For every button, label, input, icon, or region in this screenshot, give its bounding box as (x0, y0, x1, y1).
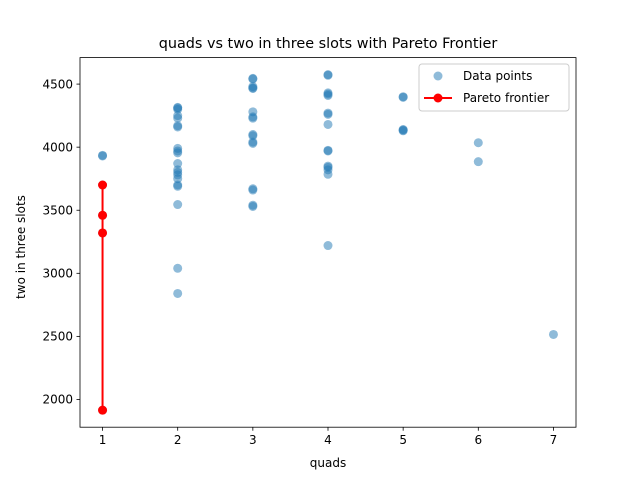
data-point (173, 200, 183, 210)
data-point (323, 70, 333, 80)
plot-area: 1 2 3 4 5 6 7 2000 2500 3000 3500 4000 4500 (42, 57, 577, 447)
y-tick-label: 2000 (42, 393, 73, 407)
data-point (173, 148, 183, 158)
y-tick-label: 2500 (42, 330, 73, 344)
x-tick-label: 6 (474, 433, 482, 447)
x-tick-label: 3 (249, 433, 257, 447)
y-tick-label: 4000 (42, 140, 73, 154)
y-tick-label: 3000 (42, 267, 73, 281)
data-point (323, 119, 333, 129)
data-point (173, 288, 183, 298)
data-point (173, 174, 183, 184)
data-point (323, 146, 333, 156)
y-tick-label: 3500 (42, 204, 73, 218)
x-tick-label: 2 (174, 433, 182, 447)
x-tick-label: 1 (99, 433, 107, 447)
data-point (248, 113, 258, 123)
data-point (173, 113, 183, 123)
data-point (473, 138, 483, 148)
data-point (323, 90, 333, 100)
data-point (173, 263, 183, 273)
x-tick-label: 4 (324, 433, 332, 447)
data-point (548, 329, 558, 339)
y-axis-label: two in three slots (14, 195, 28, 299)
y-tick-label: 4500 (42, 77, 73, 91)
x-axis-label: quads (310, 456, 346, 470)
data-point (248, 131, 258, 141)
data-point (173, 159, 183, 169)
data-point (173, 104, 183, 114)
x-tick-label: 5 (399, 433, 407, 447)
pareto-point (98, 228, 108, 238)
data-point (248, 74, 258, 84)
axes-frame (79, 57, 577, 428)
data-point (248, 84, 258, 94)
data-point (98, 151, 108, 161)
pareto-point (98, 405, 108, 415)
legend-label-pareto: Pareto frontier (463, 91, 549, 105)
data-point (248, 201, 258, 211)
data-point (248, 138, 258, 148)
legend-marker-pareto (433, 93, 443, 103)
legend: Data points Pareto frontier (418, 63, 570, 112)
data-point (323, 169, 333, 179)
data-point (323, 109, 333, 119)
data-point (173, 122, 183, 132)
data-point (473, 157, 483, 167)
pareto-point (98, 210, 108, 220)
data-point (398, 92, 408, 102)
data-point (398, 126, 408, 136)
data-point (248, 185, 258, 195)
chart-title: quads vs two in three slots with Pareto … (159, 36, 498, 52)
legend-marker-data-points (433, 71, 443, 81)
legend-label-data-points: Data points (463, 69, 532, 83)
x-tick-label: 7 (550, 433, 558, 447)
data-point (173, 181, 183, 191)
legend-box (418, 63, 570, 112)
data-point (323, 241, 333, 251)
pareto-point (98, 180, 108, 190)
